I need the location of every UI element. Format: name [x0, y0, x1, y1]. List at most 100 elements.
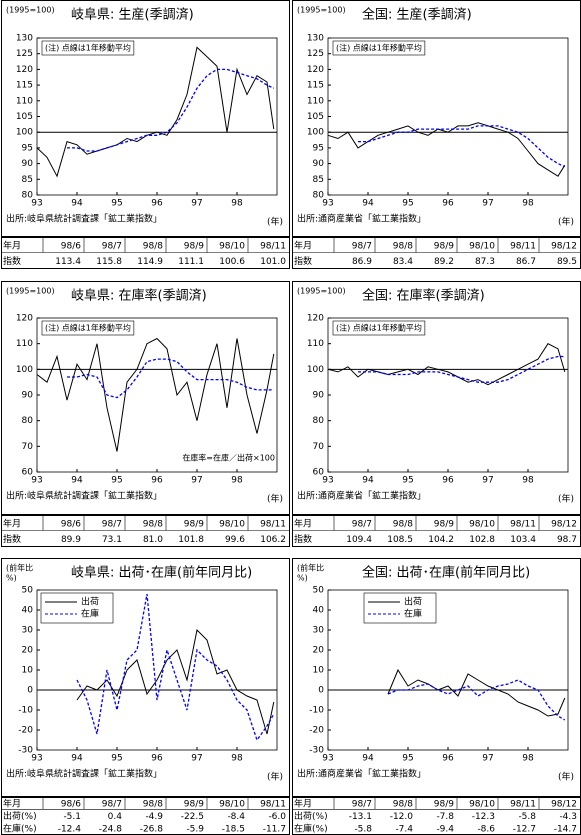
x-tick-label: 98 — [522, 199, 534, 209]
table-cell: -5.9 — [186, 824, 204, 834]
x-tick-label: 98 — [522, 754, 534, 764]
table-cell: 98/10 — [469, 241, 495, 251]
table-cell: -8.6 — [477, 824, 495, 834]
table-cell: 出荷(%) — [294, 810, 328, 822]
plot-area — [36, 317, 278, 473]
unit-note: (1995=100) — [297, 6, 346, 15]
series-line — [36, 46, 275, 178]
unit-note: (1995=100) — [6, 6, 55, 15]
y-tick-label: 85 — [22, 175, 33, 185]
x-unit: (年) — [267, 493, 283, 505]
chart-title: 岐阜県: 在庫率(季調済) — [71, 288, 207, 304]
y-tick-label: 60 — [22, 468, 34, 478]
series-line — [358, 355, 565, 383]
series-line — [76, 628, 275, 735]
x-tick-label: 93 — [31, 476, 42, 486]
y-tick-label: -20 — [309, 726, 324, 736]
source: 出所:通商産業省「鉱工業指数」 — [297, 213, 426, 225]
table-cell: 86.9 — [352, 257, 372, 267]
y-tick-label: -20 — [18, 726, 33, 736]
x-unit: (年) — [558, 493, 574, 505]
y-tick-label: 80 — [313, 416, 325, 426]
table-cell: 98/6 — [61, 800, 81, 810]
unit-note: (1995=100) — [6, 287, 55, 296]
x-unit: (年) — [558, 216, 574, 228]
y-tick-label: 110 — [307, 339, 324, 349]
table-cell: 98/7 — [102, 241, 122, 251]
table-cell: 98/12 — [551, 800, 577, 810]
table-cell: 89.2 — [434, 257, 454, 267]
panel-frame — [1, 0, 290, 237]
y-tick-label: 110 — [16, 96, 33, 106]
table-cell: 98/11 — [260, 241, 286, 251]
plot-area — [327, 37, 569, 196]
y-tick-label: 95 — [22, 143, 33, 153]
table-cell: 指数 — [3, 255, 21, 267]
annotation: 在庫率=在庫／出荷×100 — [182, 453, 275, 463]
table-cell: 在庫(%) — [294, 822, 328, 834]
y-tick-label: 120 — [16, 314, 33, 324]
table-cell: 98/9 — [184, 800, 204, 810]
table-cell: 98/9 — [434, 519, 454, 529]
table-cell: 98/8 — [393, 800, 413, 810]
table-cell: -8.4 — [227, 812, 245, 822]
table-cell: 103.4 — [510, 535, 536, 545]
x-tick-label: 94 — [362, 199, 374, 209]
y-tick-label: -30 — [18, 746, 33, 756]
x-unit: (年) — [558, 771, 574, 783]
table-cell: -12.4 — [58, 824, 82, 834]
table-cell: 在庫(%) — [3, 822, 37, 834]
y-tick-label: 110 — [16, 339, 33, 349]
x-tick-label: 98 — [231, 476, 243, 486]
unit-note: %) — [297, 574, 308, 583]
table-cell: 98/11 — [510, 241, 536, 251]
y-tick-label: 30 — [313, 626, 325, 636]
annotation-box — [332, 320, 426, 336]
table-cell: 98/7 — [352, 241, 372, 251]
table-frame — [1, 237, 290, 269]
x-tick-label: 94 — [71, 476, 83, 486]
x-tick-label: 96 — [151, 476, 163, 486]
series-line — [358, 125, 566, 168]
table-cell: 99.6 — [225, 535, 245, 545]
x-tick-label: 95 — [402, 199, 413, 209]
x-tick-label: 97 — [191, 754, 202, 764]
legend-box — [363, 592, 437, 624]
unit-note: (1995=100) — [297, 287, 346, 296]
table-cell: 106.2 — [260, 535, 286, 545]
y-tick-label: 115 — [307, 81, 324, 91]
legend-box — [40, 592, 114, 624]
x-tick-label: 96 — [442, 199, 454, 209]
table-cell: 81.0 — [143, 535, 163, 545]
y-tick-label: 125 — [16, 49, 33, 59]
table-cell: 98/10 — [219, 241, 245, 251]
y-tick-label: 130 — [16, 34, 33, 44]
table-cell: 98/10 — [469, 519, 495, 529]
x-tick-label: 98 — [231, 199, 243, 209]
chart-title: 岐阜県: 出荷･在庫(前年同月比) — [71, 565, 252, 581]
y-tick-label: 125 — [307, 49, 324, 59]
table-cell: 98/7 — [352, 519, 372, 529]
table-cell: 98/11 — [260, 800, 286, 810]
x-tick-label: 97 — [191, 199, 202, 209]
table-cell: -14.7 — [554, 824, 577, 834]
y-tick-label: 70 — [22, 442, 34, 452]
chart-title: 全国: 在庫率(季調済) — [362, 288, 485, 304]
legend-label: 出荷 — [404, 596, 422, 608]
series-line — [76, 593, 275, 742]
table-cell: 102.8 — [469, 535, 495, 545]
table-cell: -12.7 — [513, 824, 536, 834]
y-tick-label: 90 — [22, 391, 34, 401]
y-tick-label: 95 — [313, 143, 324, 153]
table-cell: 98/12 — [551, 241, 577, 251]
x-tick-label: 96 — [151, 754, 163, 764]
table-cell: -7.8 — [436, 812, 454, 822]
plot-area — [36, 37, 278, 196]
table-cell: 98/8 — [143, 241, 163, 251]
y-tick-label: 40 — [22, 606, 34, 616]
y-tick-label: 110 — [307, 96, 324, 106]
chart-title: 岐阜県: 生産(季調済) — [71, 7, 194, 23]
table-cell: -18.5 — [222, 824, 245, 834]
table-cell: 87.3 — [475, 257, 495, 267]
y-tick-label: 0 — [27, 686, 33, 696]
